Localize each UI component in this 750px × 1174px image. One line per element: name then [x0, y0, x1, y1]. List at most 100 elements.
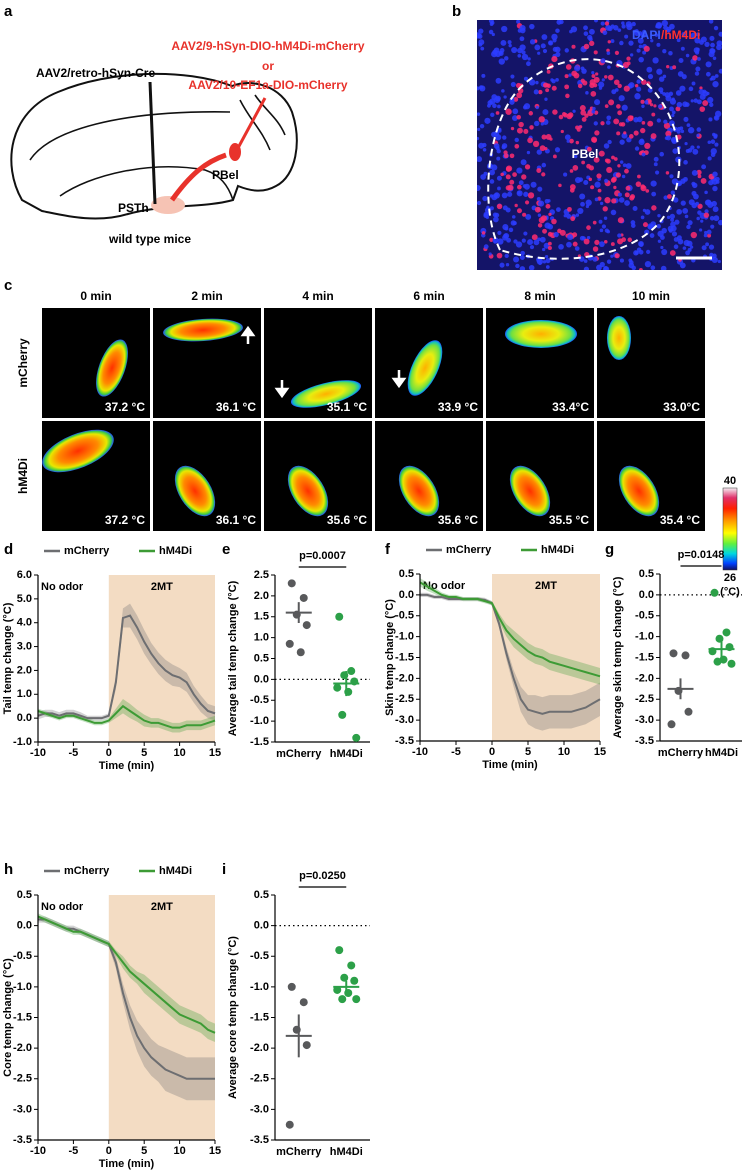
cell — [703, 233, 708, 238]
cell — [677, 71, 684, 77]
cell — [525, 213, 532, 220]
x-axis-label: Time (min) — [99, 1158, 155, 1170]
cell — [604, 75, 608, 79]
cell — [591, 71, 595, 75]
cell — [675, 106, 681, 112]
cell — [600, 21, 605, 26]
y-tick-label: -0.5 — [395, 610, 414, 622]
cell — [672, 148, 679, 154]
cell — [588, 28, 595, 35]
cell — [666, 28, 671, 33]
cell — [502, 135, 507, 140]
strip-chart: mCherry hM4Di p=0.0007 — [275, 550, 370, 760]
cell — [572, 165, 579, 171]
cell — [618, 122, 623, 127]
cell — [478, 28, 484, 34]
cell — [541, 134, 547, 140]
cell — [630, 220, 636, 225]
temperature: 35.5 °C — [549, 513, 589, 527]
cell — [563, 214, 567, 218]
cell — [541, 34, 548, 40]
temperature: 35.4 °C — [660, 513, 700, 527]
cell — [542, 260, 547, 264]
cell — [590, 91, 597, 97]
cell — [583, 25, 588, 31]
cell — [586, 235, 591, 240]
cell — [636, 48, 641, 53]
cell — [673, 197, 679, 203]
cell — [688, 199, 695, 206]
error-band — [420, 592, 600, 731]
time-label: 8 min — [524, 289, 555, 303]
cell — [718, 68, 722, 74]
cell — [599, 228, 604, 233]
cell — [540, 122, 544, 126]
cell — [581, 160, 586, 165]
mouse — [398, 465, 440, 517]
cell — [670, 190, 676, 195]
cell — [519, 255, 525, 260]
mouse — [407, 340, 443, 396]
cell — [582, 80, 588, 86]
cell — [507, 191, 513, 197]
cell — [528, 264, 535, 270]
cell — [537, 223, 543, 228]
data-point — [302, 621, 311, 630]
cell — [536, 168, 542, 173]
cell — [601, 78, 605, 82]
legend-label: mCherry — [64, 545, 110, 557]
x-tick-label: mCherry — [658, 747, 704, 759]
cell — [477, 127, 481, 131]
cell — [593, 50, 598, 55]
y-tick-label: -1.0 — [395, 631, 414, 643]
cell — [497, 238, 504, 245]
temperature: 35.6 °C — [438, 513, 478, 527]
cell — [634, 146, 640, 151]
cell — [634, 250, 639, 255]
cell — [594, 181, 601, 188]
x-tick-label: 10 — [173, 1145, 185, 1157]
cell — [682, 246, 687, 250]
cell — [489, 206, 494, 211]
cell — [574, 176, 582, 184]
cell — [699, 40, 704, 45]
cell — [576, 127, 581, 132]
cell — [569, 169, 574, 173]
x-tick-label: hM4Di — [705, 747, 738, 759]
cell — [522, 212, 527, 217]
data-point — [667, 720, 676, 729]
cell — [477, 32, 481, 39]
cell — [644, 229, 650, 235]
error-band — [420, 578, 600, 685]
cell — [640, 99, 645, 104]
y-tick-label: -2.0 — [13, 1042, 32, 1054]
cell — [673, 237, 679, 242]
y-tick-label: 2.0 — [254, 590, 269, 602]
temperature: 35.6 °C — [327, 513, 367, 527]
x-tick-label: 5 — [525, 746, 531, 758]
cell — [569, 188, 575, 193]
temperature: 35.1 °C — [327, 400, 367, 414]
cell — [688, 86, 694, 92]
y-axis-label: Tail temp change (°C) — [2, 602, 14, 714]
cell — [523, 191, 529, 197]
colorbar-unit: (°C) — [720, 586, 740, 598]
cell — [585, 199, 592, 206]
cell — [634, 84, 639, 88]
cell — [577, 83, 583, 89]
cell — [545, 265, 550, 269]
cell — [479, 123, 485, 129]
cell — [631, 265, 636, 270]
cell — [603, 266, 610, 270]
cell — [707, 156, 712, 161]
panel-label: f — [385, 541, 391, 558]
cell — [687, 127, 695, 134]
cell — [567, 234, 574, 241]
cell — [625, 185, 631, 191]
p-value: p=0.0148 — [678, 549, 725, 561]
cell — [497, 127, 502, 132]
cell — [487, 100, 493, 106]
y-axis: -1.5 -1.0 -0.5 0.0 0.5 1.0 1.5 2.0 2.5 Average ta… — [227, 569, 276, 748]
cell — [616, 131, 621, 136]
cell — [680, 129, 685, 134]
